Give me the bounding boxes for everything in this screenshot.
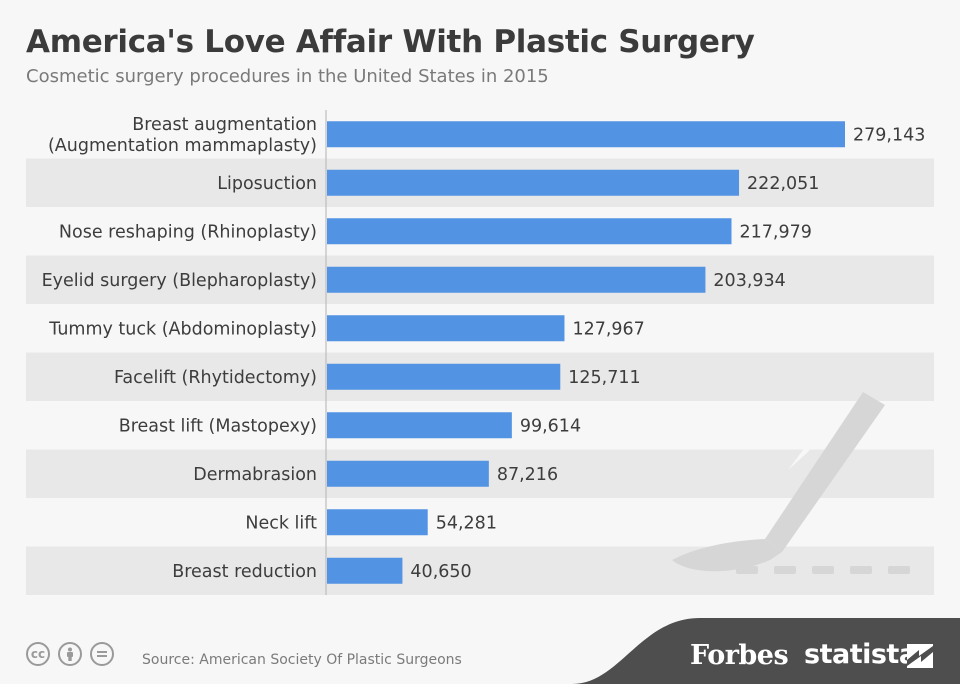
category-label: (Augmentation mammaplasty) <box>48 136 317 156</box>
value-label: 279,143 <box>853 125 925 145</box>
value-label: 125,711 <box>568 368 640 388</box>
category-label: Breast augmentation <box>132 115 317 135</box>
value-label: 40,650 <box>410 562 471 582</box>
category-label: Breast lift (Mastopexy) <box>119 416 317 436</box>
statista-mark-icon <box>907 644 933 668</box>
bar <box>327 557 403 584</box>
row-stripes <box>26 158 934 595</box>
chart-subtitle: Cosmetic surgery procedures in the Unite… <box>26 66 549 87</box>
category-label: Neck lift <box>245 513 317 533</box>
category-label: Nose reshaping (Rhinoplasty) <box>59 222 317 242</box>
scalpel-icon <box>672 392 910 574</box>
bar <box>327 169 740 196</box>
value-label: 54,281 <box>436 513 497 533</box>
category-label: Breast reduction <box>172 562 317 582</box>
bar <box>327 412 512 439</box>
bar <box>327 363 561 390</box>
value-label: 203,934 <box>713 271 785 291</box>
bar <box>327 315 565 342</box>
bar <box>327 266 706 293</box>
no-derivatives-icon <box>90 642 114 666</box>
category-label: Dermabrasion <box>193 465 317 485</box>
value-label: 99,614 <box>520 416 581 436</box>
category-label: Eyelid surgery (Blepharoplasty) <box>42 271 317 291</box>
forbes-logo: Forbes <box>690 640 789 671</box>
bar <box>327 509 428 536</box>
bar <box>327 121 845 148</box>
bar <box>327 460 489 487</box>
source-note: Source: American Society Of Plastic Surg… <box>142 652 462 668</box>
value-label: 217,979 <box>739 222 811 242</box>
cc-icon: cc <box>26 642 50 666</box>
value-label: 222,051 <box>747 174 819 194</box>
category-label: Liposuction <box>217 174 317 194</box>
value-label: 127,967 <box>572 319 644 339</box>
bar <box>327 218 732 245</box>
category-label: Facelift (Rhytidectomy) <box>114 368 317 388</box>
bars <box>327 121 845 584</box>
chart-title: America's Love Affair With Plastic Surge… <box>26 24 755 60</box>
category-labels: Breast augmentation(Augmentation mammapl… <box>42 115 318 582</box>
attribution-icon <box>58 642 82 666</box>
value-label: 87,216 <box>497 465 558 485</box>
statista-logo: statista <box>804 639 917 670</box>
category-label: Tummy tuck (Abdominoplasty) <box>48 319 317 339</box>
value-labels: 279,143 222,051 217,979 203,934 127,967 125,7… <box>410 125 925 582</box>
license-icons: cc <box>26 642 114 666</box>
